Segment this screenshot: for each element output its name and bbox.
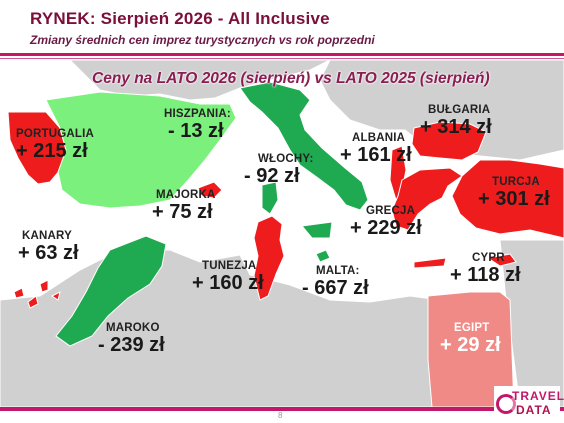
page-number: 8	[278, 411, 283, 420]
country-name: KANARY	[22, 230, 72, 242]
label-morocco: MAROKO - 239 zł	[98, 322, 165, 357]
logo-text-line1: TRAVEL	[512, 389, 564, 403]
country-bulgaria	[411, 121, 487, 161]
land-middle-east	[499, 239, 564, 407]
label-cyprus: CYPR + 118 zł	[450, 252, 521, 287]
label-albania: ALBANIA + 161 zł	[340, 132, 412, 167]
country-value: + 314 zł	[420, 116, 492, 138]
country-greece-crete	[413, 257, 447, 269]
country-value: + 29 zł	[440, 334, 501, 356]
country-name: HISZPANIA:	[164, 108, 231, 120]
country-value: + 161 zł	[340, 144, 412, 166]
label-canary-islands: KANARY + 63 zł	[18, 230, 79, 265]
header-rule	[0, 53, 564, 56]
country-name: TURCJA	[492, 176, 540, 188]
country-greece	[391, 167, 463, 231]
country-morocco	[55, 235, 167, 347]
label-tunisia: TUNEZJA + 160 zł	[192, 260, 264, 295]
country-turkey	[451, 159, 564, 239]
country-mallorca	[197, 181, 223, 199]
label-malta: MALTA: - 667 zł	[302, 265, 369, 300]
slide-header: RYNEK: Sierpień 2026 - All Inclusive Zmi…	[0, 0, 564, 60]
header-rule-thin	[0, 58, 564, 59]
country-value: + 160 zł	[192, 272, 264, 294]
country-spain	[45, 91, 237, 209]
footer-rule	[0, 407, 564, 411]
travel-data-logo: TRAVEL DATA	[494, 386, 564, 420]
country-italy-sardinia	[261, 181, 279, 215]
country-value: + 215 zł	[16, 140, 88, 162]
country-name: BUŁGARIA	[428, 104, 491, 116]
label-mallorca: MAJORKA + 75 zł	[152, 189, 216, 224]
slide-title: RYNEK: Sierpień 2026 - All Inclusive	[30, 9, 330, 28]
country-value: + 118 zł	[450, 264, 521, 286]
country-name: MAROKO	[106, 322, 160, 334]
slide-subtitle: Zmiany średnich cen imprez turystycznych…	[30, 33, 375, 47]
country-value: + 63 zł	[18, 242, 79, 264]
label-bulgaria: BUŁGARIA + 314 zł	[420, 104, 492, 139]
map-heading: Ceny na LATO 2026 (sierpień) vs LATO 202…	[92, 70, 490, 87]
label-spain: HISZPANIA: - 13 zł	[164, 108, 231, 143]
country-canary-islands	[13, 279, 61, 309]
country-egypt	[427, 291, 515, 407]
country-tunisia	[253, 215, 285, 301]
logo-ring-icon	[496, 394, 516, 414]
country-cyprus	[486, 253, 517, 267]
country-malta	[315, 249, 331, 263]
label-italy: WŁOCHY: - 92 zł	[244, 153, 313, 188]
country-name: ALBANIA	[352, 132, 406, 144]
country-portugal	[7, 111, 67, 185]
country-value: - 667 zł	[302, 277, 369, 299]
country-value: - 92 zł	[244, 165, 300, 187]
country-name: MALTA:	[316, 265, 360, 277]
map-shapes	[0, 60, 564, 407]
country-value: + 75 zł	[152, 201, 213, 223]
country-italy-sicily	[301, 221, 333, 239]
country-value: + 301 zł	[478, 188, 550, 210]
country-italy	[239, 81, 369, 211]
country-name: WŁOCHY:	[258, 153, 314, 165]
label-turkey: TURCJA + 301 zł	[478, 176, 550, 211]
country-value: + 229 zł	[350, 217, 422, 239]
logo-text-line2: DATA	[516, 403, 552, 417]
label-greece: GRECJA + 229 zł	[350, 205, 422, 240]
label-portugal: PORTUGALIA + 215 zł	[16, 128, 94, 163]
country-name: MAJORKA	[156, 189, 216, 201]
country-name: CYPR	[472, 252, 505, 264]
country-value: - 239 zł	[98, 334, 165, 356]
country-name: PORTUGALIA	[16, 128, 95, 140]
label-egypt: EGIPT + 29 zł	[440, 322, 501, 357]
country-name: TUNEZJA	[202, 260, 257, 272]
mediterranean-map	[0, 60, 564, 407]
country-name: EGIPT	[454, 322, 490, 334]
country-value: - 13 zł	[168, 120, 224, 142]
country-name: GRECJA	[366, 205, 416, 217]
